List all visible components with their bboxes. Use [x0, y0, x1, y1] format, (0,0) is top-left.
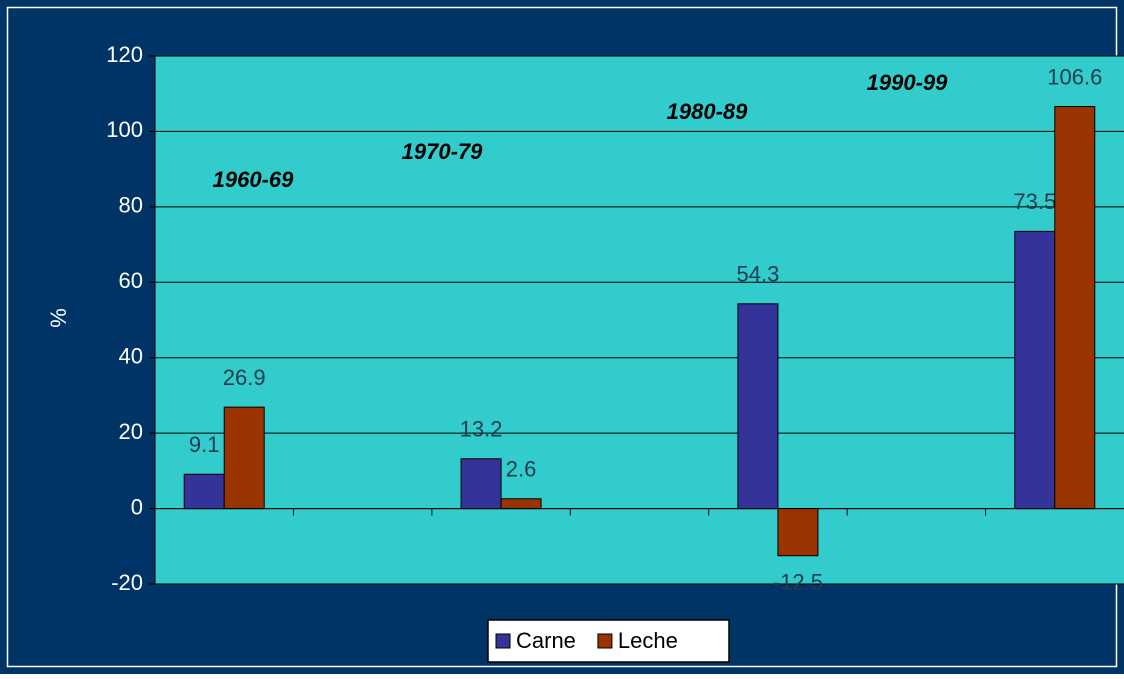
- legend-label: Carne: [516, 628, 576, 653]
- y-tick-label: 20: [119, 419, 143, 444]
- bar: [1054, 106, 1096, 510]
- category-label: 1990-99: [867, 70, 949, 95]
- y-tick-label: 0: [131, 494, 143, 519]
- legend: Carne Leche: [487, 619, 730, 663]
- legend-swatch: [597, 633, 613, 649]
- bar: [777, 508, 819, 557]
- category-label: 1980-89: [667, 99, 749, 124]
- y-tick-label: 80: [119, 193, 143, 218]
- y-tick-label: -20: [111, 570, 143, 595]
- y-axis-label: %: [46, 308, 71, 328]
- value-label: 13.2: [460, 417, 503, 442]
- bar: [460, 458, 502, 510]
- bar: [183, 473, 225, 510]
- bar: [737, 303, 779, 510]
- value-label: 106.6: [1047, 64, 1102, 89]
- bar: [500, 498, 542, 510]
- value-label: 26.9: [223, 365, 266, 390]
- value-label: 73.5: [1013, 189, 1056, 214]
- category-label: 1960-69: [213, 167, 295, 192]
- value-label: 2.6: [506, 457, 537, 482]
- category-label: 1970-79: [402, 139, 484, 164]
- bar: [223, 406, 265, 510]
- y-tick-label: 120: [106, 42, 143, 67]
- y-tick-label: 100: [106, 117, 143, 142]
- plot-area: [155, 56, 1124, 584]
- y-tick-label: 40: [119, 344, 143, 369]
- legend-swatch: [495, 633, 511, 649]
- y-tick-label: 60: [119, 268, 143, 293]
- value-label: -12.5: [773, 570, 823, 595]
- bar: [1014, 230, 1056, 510]
- value-label: 54.3: [737, 262, 780, 287]
- legend-label: Leche: [618, 628, 678, 653]
- value-label: 9.1: [189, 432, 220, 457]
